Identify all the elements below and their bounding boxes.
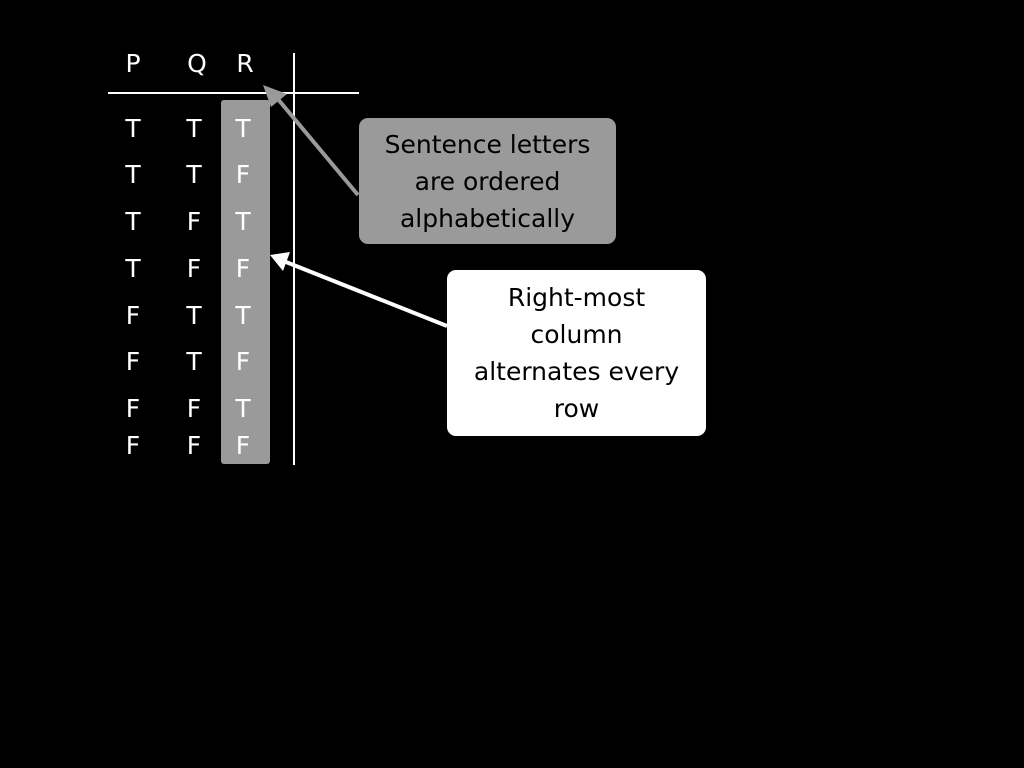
cell-r: F (235, 254, 251, 283)
cell-r: T (235, 301, 251, 330)
cell-q: F (186, 431, 202, 460)
ordering-callout-text: Sentence letters are ordered alphabetica… (384, 129, 591, 233)
ordering-callout: Sentence letters are ordered alphabetica… (359, 118, 616, 244)
cell-p: F (125, 301, 141, 330)
header-r: R (236, 49, 254, 78)
cell-p: T (125, 254, 141, 283)
cell-p: F (125, 394, 141, 423)
cell-q: T (186, 301, 202, 330)
cell-r: T (235, 114, 251, 143)
cell-q: F (186, 394, 202, 423)
cell-q: T (186, 347, 202, 376)
cell-p: T (125, 160, 141, 189)
header-q: Q (187, 49, 207, 78)
header-rule (108, 92, 359, 94)
cell-p: T (125, 114, 141, 143)
cell-r: F (235, 347, 251, 376)
column-divider (293, 53, 295, 465)
cell-q: T (186, 114, 202, 143)
cell-q: F (186, 254, 202, 283)
cell-q: T (186, 160, 202, 189)
cell-r: F (235, 160, 251, 189)
header-p: P (125, 49, 141, 78)
cell-r: F (235, 431, 251, 460)
alternation-arrow (270, 252, 448, 328)
cell-p: T (125, 207, 141, 236)
alternation-callout: Right-most column alternates every row (447, 270, 706, 436)
alternation-callout-text: Right-most column alternates every row (473, 283, 680, 423)
cell-q: F (186, 207, 202, 236)
cell-r: T (235, 394, 251, 423)
r-column-highlight (221, 100, 270, 464)
cell-p: F (125, 431, 141, 460)
cell-r: T (235, 207, 251, 236)
ordering-arrow (263, 85, 360, 197)
cell-p: F (125, 347, 141, 376)
